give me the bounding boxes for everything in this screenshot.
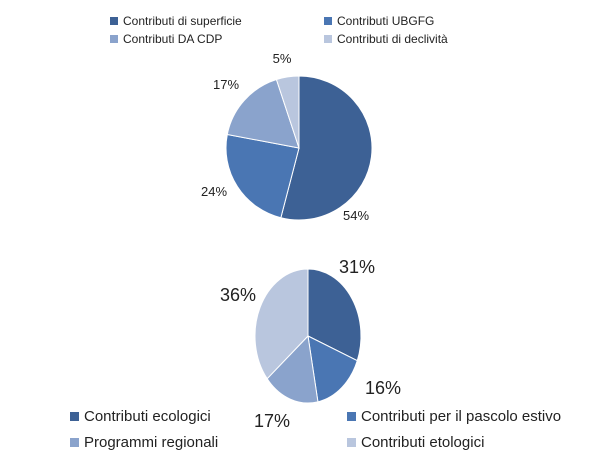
pie2-legend-swatch-2 — [347, 412, 356, 421]
pie2 — [254, 268, 362, 404]
pie2-labels: 31% 16% 17% 36% — [220, 257, 401, 431]
pie1-slice-1 — [280, 75, 373, 221]
pie2-slice-4 — [254, 268, 309, 380]
pie1-slice-4 — [275, 75, 300, 149]
pie2-data-label-4: 36% — [220, 285, 256, 305]
pie1-data-label-2: 24% — [201, 184, 227, 199]
pie1-legend-label-1: Contributi di superficie — [123, 14, 242, 28]
pie1-legend-label-3: Contributi DA CDP — [123, 32, 222, 46]
pie2-legend-swatch-4 — [347, 438, 356, 447]
pie2-slice-3 — [266, 334, 319, 404]
pie1-data-label-4: 5% — [273, 51, 292, 66]
pie2-legend: Contributi ecologici Contributi per il pa… — [70, 408, 561, 451]
pie2-slice-1 — [307, 268, 362, 362]
pie2-slice-2 — [307, 335, 358, 403]
pie2-legend-label-1: Contributi ecologici — [84, 408, 211, 425]
pie1-slice-3 — [226, 78, 300, 149]
pie1-legend: Contributi di superficie Contributi UBGFG… — [110, 14, 448, 46]
pie1-slice-2 — [225, 133, 300, 219]
pie1-data-label-1: 54% — [343, 208, 369, 223]
pie1-legend-swatch-1 — [110, 17, 118, 25]
pie2-legend-label-3: Programmi regionali — [84, 434, 218, 451]
pie2-data-label-3: 17% — [254, 411, 290, 431]
pie2-data-label-1: 31% — [339, 257, 375, 277]
pie1-legend-swatch-3 — [110, 35, 118, 43]
pie1-legend-swatch-2 — [324, 17, 332, 25]
pie2-data-label-2: 16% — [365, 378, 401, 398]
pie2-legend-label-2: Contributi per il pascolo estivo — [361, 408, 561, 425]
pie1-legend-label-4: Contributi di declività — [337, 32, 448, 46]
pie1-labels: 54% 24% 17% 5% — [201, 51, 369, 223]
pie2-legend-label-4: Contributi etologici — [361, 434, 484, 451]
pie2-legend-swatch-1 — [70, 412, 79, 421]
pie1-legend-swatch-4 — [324, 35, 332, 43]
pie1 — [225, 75, 373, 221]
pie1-data-label-3: 17% — [213, 77, 239, 92]
pie2-legend-swatch-3 — [70, 438, 79, 447]
pie1-legend-label-2: Contributi UBGFG — [337, 14, 434, 28]
